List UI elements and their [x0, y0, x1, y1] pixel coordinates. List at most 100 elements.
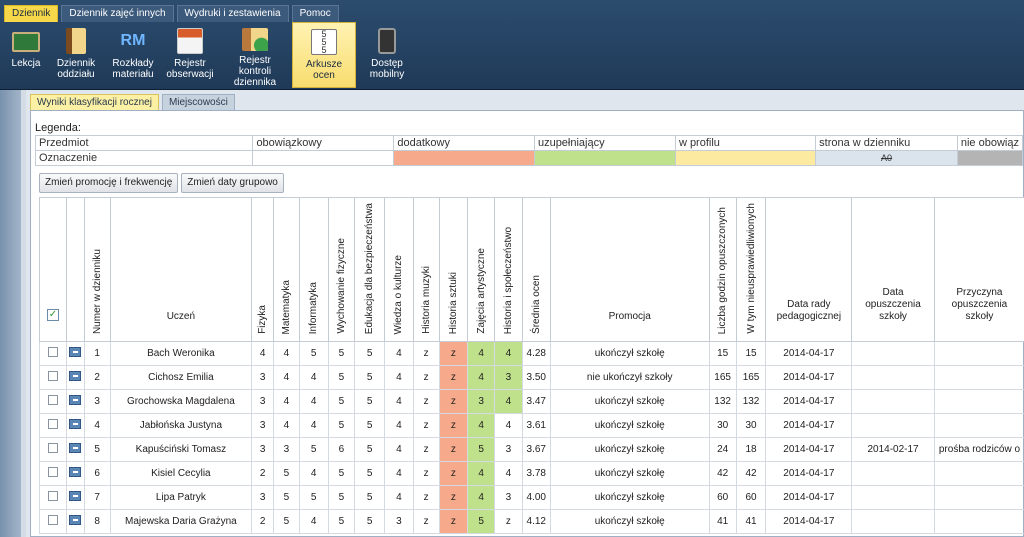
select-all-header[interactable]: ✓ [39, 197, 67, 342]
cell-grade[interactable]: 4 [273, 341, 300, 366]
cell-board-date[interactable]: 2014-04-17 [765, 509, 853, 534]
cell-grade[interactable]: 5 [298, 485, 329, 510]
cell-grade[interactable]: z [412, 485, 440, 510]
cell-board-date[interactable]: 2014-04-17 [765, 437, 853, 462]
cell-board-date[interactable]: 2014-04-17 [765, 413, 853, 438]
cell-promotion[interactable]: ukończył szkołę [549, 485, 710, 510]
cell-grade[interactable]: 4 [298, 461, 329, 486]
cell-grade[interactable]: 5 [298, 341, 329, 366]
row-icon-cell[interactable] [65, 365, 85, 390]
cell-grade[interactable]: 2 [251, 509, 275, 534]
cell-leave-date[interactable] [851, 461, 935, 486]
cell-grade[interactable]: 5 [354, 509, 386, 534]
cell-board-date[interactable]: 2014-04-17 [765, 485, 853, 510]
tab-pomoc[interactable]: Pomoc [291, 5, 339, 22]
cell-grade[interactable]: 4 [467, 461, 496, 486]
cell-grade[interactable]: 5 [354, 485, 386, 510]
cell-grade[interactable]: 5 [327, 389, 356, 414]
row-select-cell[interactable] [39, 341, 67, 366]
row-select-cell[interactable] [39, 389, 67, 414]
cell-leave-date[interactable] [851, 365, 935, 390]
cell-grade[interactable]: z [412, 437, 440, 462]
row-checkbox[interactable] [47, 467, 58, 477]
table-row[interactable]: 5 Kapuściński Tomasz 3 3 5 6 5 4 z z 5 3 3.67 ukończy… [39, 437, 1024, 462]
cell-grade[interactable]: z [412, 341, 440, 366]
cell-grade[interactable]: 4 [494, 389, 523, 414]
cell-grade[interactable]: 4 [467, 485, 496, 510]
cell-promotion[interactable]: ukończył szkołę [549, 413, 710, 438]
row-select-cell[interactable] [39, 365, 67, 390]
row-checkbox[interactable] [47, 395, 58, 405]
cell-grade[interactable]: 3 [494, 365, 523, 390]
cell-grade[interactable]: 3 [251, 437, 275, 462]
cell-grade[interactable]: 5 [354, 365, 386, 390]
table-row[interactable]: 1 Bach Weronika 4 4 5 5 5 4 z z 4 4 4.28 ukończył szk… [39, 341, 1024, 366]
col-header-subject[interactable]: Edukacja dla bezpieczeństwa [354, 197, 386, 342]
cell-promotion[interactable]: nie ukończył szkoły [549, 365, 710, 390]
cell-grade[interactable]: 4 [298, 509, 329, 534]
cell-grade[interactable]: 4 [273, 389, 300, 414]
subtab-miejscowosci[interactable]: Miejscowości [161, 94, 235, 110]
cell-grade[interactable]: 3 [494, 437, 523, 462]
cell-grade[interactable]: 3 [251, 389, 275, 414]
table-row[interactable]: 3 Grochowska Magdalena 3 4 4 5 5 4 z z 3 4 3.47 ukońc… [39, 389, 1024, 414]
cell-grade[interactable]: 4 [384, 413, 414, 438]
cell-grade[interactable]: 2 [251, 461, 275, 486]
col-header-leave-reason[interactable]: Przyczyna opuszczenia szkoły [933, 197, 1024, 342]
left-splitter[interactable] [0, 90, 26, 537]
cell-board-date[interactable]: 2014-04-17 [765, 461, 853, 486]
cell-grade[interactable]: 3 [251, 485, 275, 510]
cell-grade[interactable]: z [438, 389, 469, 414]
student-details-icon[interactable] [69, 515, 82, 525]
observation-register-button[interactable]: Rejestr obserwacji [162, 22, 218, 88]
cell-grade[interactable]: z [412, 413, 440, 438]
cell-grade[interactable]: 4 [384, 341, 414, 366]
cell-leave-reason[interactable] [933, 509, 1024, 534]
row-select-cell[interactable] [39, 509, 67, 534]
student-details-icon[interactable] [69, 347, 82, 357]
student-details-icon[interactable] [69, 395, 82, 405]
col-header-subject[interactable]: Informatyka [298, 197, 329, 342]
cell-grade[interactable]: 4 [273, 365, 300, 390]
row-select-cell[interactable] [39, 437, 67, 462]
cell-grade[interactable]: 5 [273, 485, 300, 510]
cell-grade[interactable]: 3 [251, 413, 275, 438]
cell-grade[interactable]: 4 [467, 365, 496, 390]
cell-grade[interactable]: 4 [251, 341, 275, 366]
row-icon-cell[interactable] [65, 461, 85, 486]
col-header-leave-date[interactable]: Data opuszczenia szkoły [851, 197, 935, 342]
cell-grade[interactable]: 5 [273, 509, 300, 534]
row-icon-cell[interactable] [65, 485, 85, 510]
cell-promotion[interactable]: ukończył szkołę [549, 437, 710, 462]
cell-grade[interactable]: z [438, 413, 469, 438]
select-all-icon[interactable]: ✓ [46, 309, 59, 321]
cell-board-date[interactable]: 2014-04-17 [765, 389, 853, 414]
cell-grade[interactable]: z [438, 341, 469, 366]
student-details-icon[interactable] [69, 491, 82, 501]
cell-leave-reason[interactable] [933, 413, 1024, 438]
cell-leave-reason[interactable] [933, 389, 1024, 414]
cell-leave-date[interactable]: 2014-02-17 [851, 437, 935, 462]
cell-grade[interactable]: 5 [327, 365, 356, 390]
row-select-cell[interactable] [39, 485, 67, 510]
cell-grade[interactable]: z [412, 509, 440, 534]
cell-grade[interactable]: 5 [327, 485, 356, 510]
cell-leave-reason[interactable] [933, 365, 1024, 390]
col-header-avg[interactable]: Średnia ocen [521, 197, 551, 342]
cell-grade[interactable]: 5 [298, 437, 329, 462]
row-checkbox[interactable] [47, 515, 58, 525]
cell-grade[interactable]: z [412, 365, 440, 390]
col-header-subject[interactable]: Wiedza o kulturze [384, 197, 414, 342]
row-icon-cell[interactable] [65, 437, 85, 462]
cell-grade[interactable]: 4 [467, 341, 496, 366]
cell-grade[interactable]: 4 [273, 413, 300, 438]
cell-promotion[interactable]: ukończył szkołę [549, 509, 710, 534]
tab-dziennik-zajec-innych[interactable]: Dziennik zajęć innych [61, 5, 174, 22]
student-details-icon[interactable] [69, 371, 82, 381]
cell-grade[interactable]: 4 [467, 413, 496, 438]
cell-leave-date[interactable] [851, 389, 935, 414]
cell-grade[interactable]: z [438, 509, 469, 534]
cell-board-date[interactable]: 2014-04-17 [765, 341, 853, 366]
row-checkbox[interactable] [47, 371, 58, 381]
student-details-icon[interactable] [69, 443, 82, 453]
